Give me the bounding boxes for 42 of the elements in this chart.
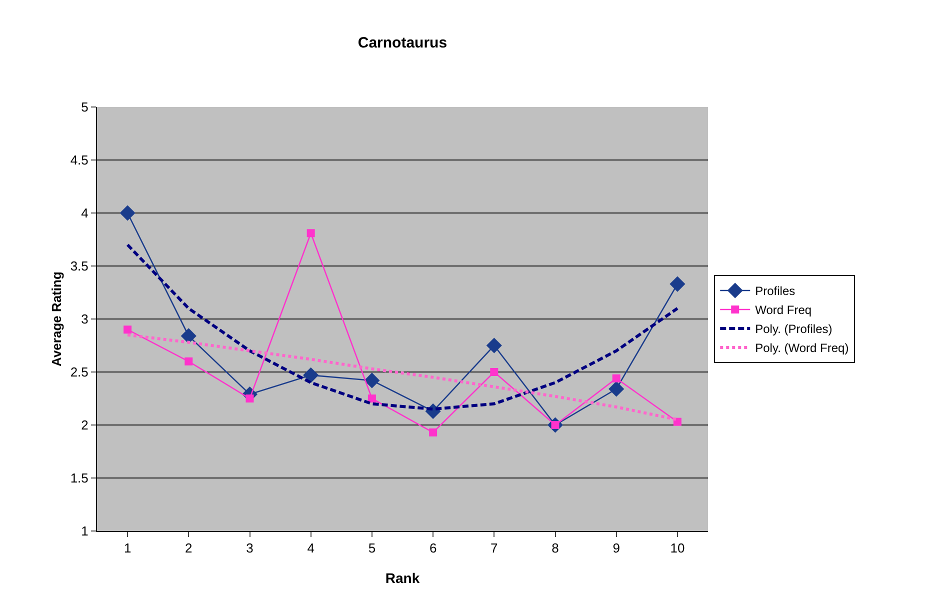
y-tick-label: 5 bbox=[81, 100, 88, 115]
point bbox=[120, 205, 136, 221]
y-tick-label: 4 bbox=[81, 206, 88, 221]
point bbox=[608, 381, 624, 397]
point bbox=[486, 338, 502, 354]
y-tick-label: 2.5 bbox=[70, 364, 88, 380]
x-tick-label: 5 bbox=[368, 540, 376, 556]
point bbox=[368, 394, 376, 402]
x-tick-label: 10 bbox=[670, 540, 685, 556]
point bbox=[670, 276, 686, 292]
point bbox=[180, 328, 196, 344]
point bbox=[429, 428, 438, 436]
y-tick-label: 4.5 bbox=[70, 152, 88, 168]
x-tick-label: 1 bbox=[124, 540, 132, 556]
x-tick-label: 4 bbox=[307, 540, 314, 556]
y-tick-label: 1 bbox=[81, 524, 88, 539]
y-tick-label: 3.5 bbox=[70, 258, 88, 274]
y-axis-title: Average Rating bbox=[49, 272, 64, 366]
x-tick-label: 3 bbox=[246, 540, 254, 556]
point bbox=[303, 367, 319, 383]
legend-label: Profiles bbox=[755, 284, 796, 298]
point bbox=[124, 326, 132, 334]
legend-label: Poly. (Profiles) bbox=[755, 322, 832, 336]
point bbox=[673, 418, 682, 426]
point bbox=[490, 368, 498, 376]
point bbox=[246, 394, 254, 402]
point bbox=[612, 374, 620, 382]
y-tick-label: 1.5 bbox=[70, 470, 88, 486]
chart-title: Carnotaurus bbox=[358, 34, 448, 52]
y-tick-label: 3 bbox=[81, 312, 88, 327]
y-tick-label: 2 bbox=[81, 418, 88, 433]
point bbox=[184, 357, 193, 366]
point bbox=[306, 229, 315, 238]
x-tick-label: 6 bbox=[429, 540, 437, 556]
x-axis-title: Rank bbox=[385, 570, 420, 586]
x-tick-label: 2 bbox=[185, 540, 192, 556]
legend-label: Word Freq bbox=[755, 303, 812, 318]
point bbox=[364, 372, 380, 388]
x-tick-label: 9 bbox=[612, 540, 620, 556]
x-tick-label: 8 bbox=[552, 540, 559, 556]
x-tick-label: 7 bbox=[490, 540, 498, 556]
legend-label: Poly. (Word Freq) bbox=[755, 341, 849, 356]
